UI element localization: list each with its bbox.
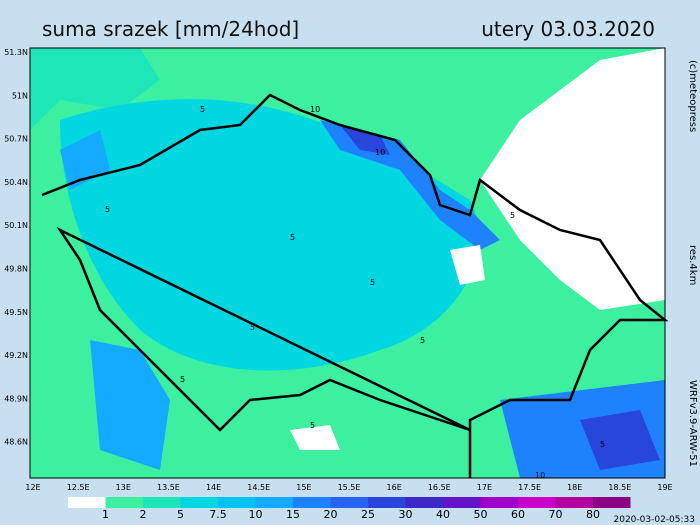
low-precip-area <box>450 245 485 285</box>
legend-swatch <box>180 497 218 508</box>
legend-swatch <box>555 497 593 508</box>
legend-label: 7.5 <box>209 508 227 521</box>
legend-swatch <box>293 497 331 508</box>
low-precip-area <box>290 425 340 450</box>
lat-label: 50.7N <box>4 135 28 144</box>
contour-label: 5 <box>310 421 315 430</box>
contour-label: 5 <box>250 323 255 332</box>
field-patch <box>60 99 479 371</box>
lat-label: 50.4N <box>4 178 28 187</box>
lon-label: 19E <box>657 483 672 492</box>
contour-label: 5 <box>420 336 425 345</box>
field-patch <box>320 120 500 250</box>
legend-label: 40 <box>436 508 450 521</box>
contour-label: 5 <box>180 375 185 384</box>
title: suma srazek [mm/24hod] <box>42 17 299 41</box>
map <box>29 47 669 479</box>
lon-label: 14.5E <box>247 483 270 492</box>
lat-label: 49.2N <box>4 351 28 360</box>
contour-label: 5 <box>105 205 110 214</box>
lat-label: 51N <box>12 91 28 100</box>
lat-label: 50.1N <box>4 221 28 230</box>
timestamp: 2020-03-02-05:33 <box>614 515 696 525</box>
legend-swatch <box>368 497 406 508</box>
lon-label: 12E <box>25 483 40 492</box>
lon-label: 16E <box>387 483 402 492</box>
field-patch <box>30 48 160 130</box>
copyright: (c)meteopress <box>687 60 698 132</box>
legend-label: 10 <box>249 508 263 521</box>
legend-label: 2 <box>140 508 147 521</box>
legend-label: 5 <box>177 508 184 521</box>
map-frame <box>29 47 666 479</box>
lon-label: 13.5E <box>157 483 180 492</box>
legend-swatch <box>218 497 256 508</box>
contour-label: 5 <box>510 211 515 220</box>
lat-label: 48.9N <box>4 394 28 403</box>
legend-swatch <box>480 497 518 508</box>
legend-label: 50 <box>474 508 488 521</box>
legend-label: 70 <box>549 508 563 521</box>
lat-label: 49.5N <box>4 308 28 317</box>
contour-label: 5 <box>290 233 295 242</box>
contour-label: 5 <box>200 105 205 114</box>
lon-label: 17.5E <box>518 483 541 492</box>
legend-label: 20 <box>324 508 338 521</box>
legend-label: 60 <box>511 508 525 521</box>
lon-label: 14E <box>206 483 221 492</box>
lat-label: 51.3N <box>4 48 28 57</box>
legend-swatch <box>330 497 368 508</box>
lon-label: 15.5E <box>338 483 361 492</box>
border <box>41 93 669 478</box>
date: utery 03.03.2020 <box>481 17 655 41</box>
legend-swatch <box>105 497 143 508</box>
contour-label: 5 <box>370 278 375 287</box>
lon-label: 18.5E <box>608 483 631 492</box>
resolution: res.4km <box>687 245 698 285</box>
legend-label: 80 <box>586 508 600 521</box>
contour-label: 10 <box>310 105 320 114</box>
contour-label: 5 <box>600 440 605 449</box>
legend-swatch <box>443 497 481 508</box>
legend-swatch <box>518 497 556 508</box>
legend-swatch <box>68 497 106 508</box>
field-patch <box>90 340 170 470</box>
low-precip-area <box>480 48 665 310</box>
lon-label: 16.5E <box>428 483 451 492</box>
lon-label: 17E <box>477 483 492 492</box>
lon-label: 18E <box>567 483 582 492</box>
lon-label: 13E <box>116 483 131 492</box>
lat-label: 49.8N <box>4 265 28 274</box>
legend-label: 30 <box>399 508 413 521</box>
field-patch <box>580 410 660 470</box>
legend-swatch <box>593 497 631 508</box>
contour-label: 10 <box>535 471 545 480</box>
legend-swatch <box>405 497 443 508</box>
legend-label: 1 <box>102 508 109 521</box>
legend-swatch <box>143 497 181 508</box>
lat-label: 48.6N <box>4 438 28 447</box>
lon-label: 12.5E <box>67 483 90 492</box>
lon-label: 15E <box>296 483 311 492</box>
contour-label: 10 <box>375 148 385 157</box>
model: WRFv3.9-ARW-51 <box>687 380 698 467</box>
legend-swatch <box>255 497 293 508</box>
legend-label: 25 <box>361 508 375 521</box>
legend-label: 15 <box>286 508 300 521</box>
field-patch <box>340 125 390 155</box>
